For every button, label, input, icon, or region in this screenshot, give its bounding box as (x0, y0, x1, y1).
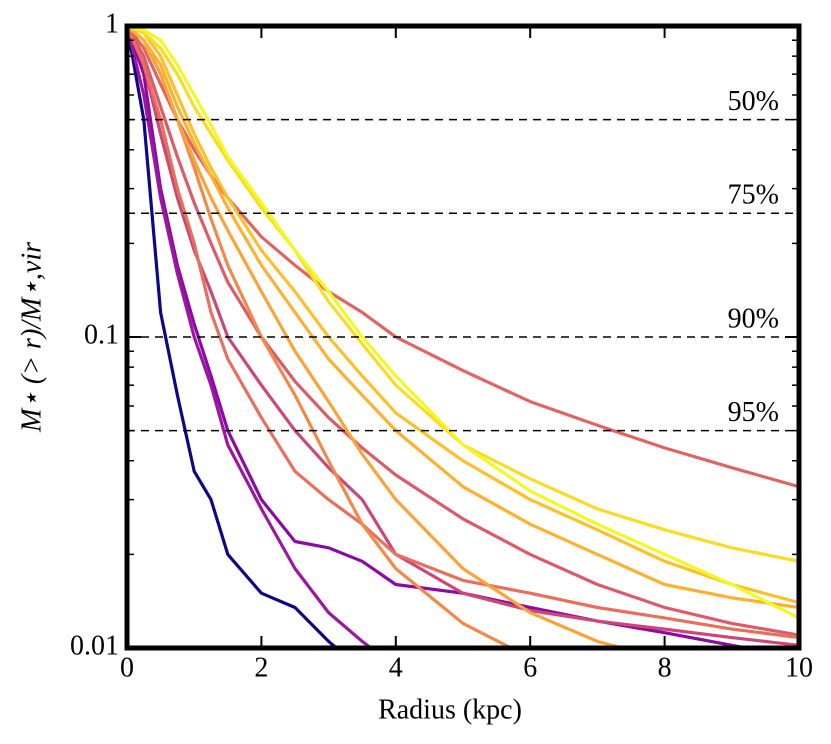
data-line (127, 26, 339, 648)
x-tick-label: 0 (120, 652, 134, 683)
data-line (127, 26, 374, 648)
reference-label: 50% (728, 86, 779, 117)
data-line (127, 26, 756, 648)
reference-label: 90% (728, 303, 779, 334)
data-line (127, 26, 799, 605)
x-tick-label: 8 (658, 652, 672, 683)
plot-lines (127, 26, 799, 648)
data-line (127, 26, 799, 563)
reference-label: 75% (728, 180, 779, 211)
y-tick-label: 0.01 (70, 630, 119, 661)
plot-frame (124, 23, 802, 651)
data-line (127, 26, 799, 647)
x-tick-label: 6 (523, 652, 537, 683)
y-tick-label: 1 (105, 8, 119, 39)
y-tick-label: 0.1 (84, 319, 119, 350)
x-tick-label: 10 (785, 652, 813, 683)
data-line (127, 26, 799, 640)
x-axis-label: Radius (kpc) (378, 694, 522, 725)
data-line (127, 26, 799, 637)
x-tick-label: 2 (254, 652, 268, 683)
data-line (127, 26, 799, 620)
y-axis-label: M⋆ (> r)/M⋆,vir (16, 242, 47, 433)
reference-label: 95% (728, 397, 779, 428)
data-line (127, 26, 799, 610)
data-line (127, 26, 629, 648)
data-line (127, 26, 799, 489)
x-tick-label: 4 (389, 652, 403, 683)
